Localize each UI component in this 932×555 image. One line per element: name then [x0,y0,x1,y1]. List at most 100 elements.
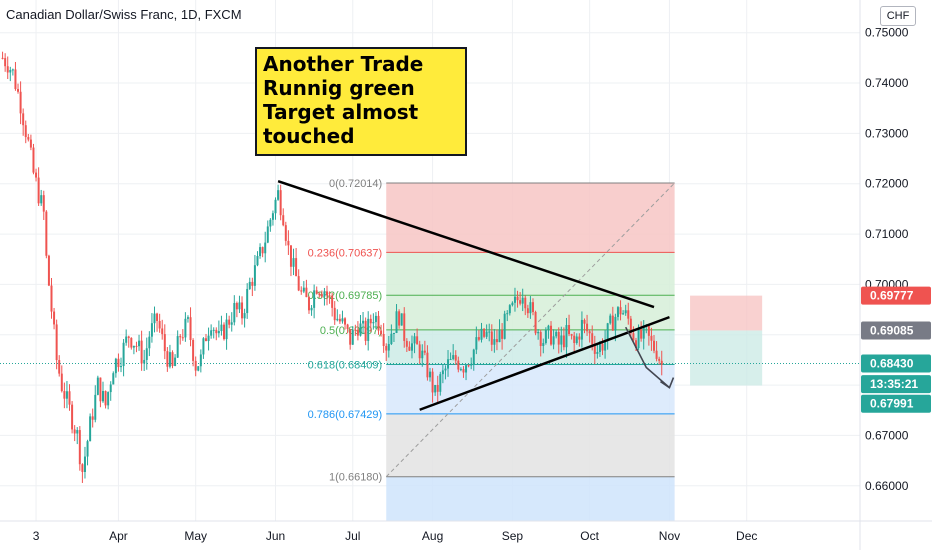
candle-body [354,329,357,331]
price-axis-tag [861,286,931,305]
candle-body [53,311,56,325]
candle-body [6,66,9,73]
position-stop-zone [690,295,763,331]
candle-body [655,350,658,359]
time-tick-label: Aug [422,529,443,543]
candle-body [217,331,220,334]
candle-body [398,311,401,326]
candle-body [596,352,599,354]
candle-body [204,338,207,342]
candle-body [619,307,622,315]
candle-body [228,319,231,325]
candle-body [387,343,390,351]
fib-zone [386,183,675,253]
candle-body [609,315,612,324]
candle-body [99,377,102,402]
candle-body [434,384,437,393]
candle-body [284,225,287,241]
candle-body [333,307,336,321]
candle-body [374,315,377,323]
candle-body [344,318,347,325]
candle-body [362,320,365,324]
candle-body [475,337,478,350]
candle-body [552,336,555,345]
candle-body [480,328,483,340]
price-axis-tag [861,354,931,373]
price-axis-tag-label: 13:35:21 [870,377,918,391]
time-tick-label: Oct [580,529,599,543]
candle-body [531,302,534,312]
candle-body [194,360,197,371]
fib-trend-line [385,182,675,478]
candle-body [555,331,558,337]
candle-body [297,276,300,291]
candle-body [300,290,303,292]
candle-body [215,329,218,334]
candle-body [485,331,488,337]
candle-body [184,318,187,338]
candle-body [560,335,563,345]
candle-body [542,343,545,346]
candle-body [547,325,550,330]
candle-body [171,352,174,366]
candle-body [423,350,426,353]
candle-body [416,336,419,345]
candle-body [359,323,362,336]
candle-body [310,307,313,311]
candle-body [627,310,630,319]
candle-body [117,358,120,368]
candle-body [447,359,450,369]
candle-body [264,242,267,254]
price-axis-tag [861,375,931,394]
candle-body [392,332,395,334]
candle-body [127,336,130,338]
candle-body [318,293,321,295]
candle-body [351,329,354,345]
candle-body [248,281,251,289]
candle-body [449,359,452,361]
candle-body [287,240,290,246]
candle-body [24,125,27,138]
candle-body [233,303,236,323]
candle-body [338,318,341,322]
candle-body [223,324,226,340]
candle-body [385,345,388,351]
fib-level-label: 0(0.72014) [329,178,382,190]
candle-body [454,355,457,361]
candle-body [658,358,661,361]
candle-body [259,247,262,257]
candle-body [436,384,439,392]
candle-body [534,311,537,334]
candle-body [101,391,104,402]
time-tick-label: Nov [659,529,680,543]
candle-body [356,329,359,336]
candle-body [459,369,462,371]
candle-body [457,360,460,370]
candle-body [586,323,589,332]
time-tick-label: Jun [266,529,285,543]
price-axis-tag [861,394,931,413]
price-tick-label: 0.73000 [865,126,909,140]
candle-body [277,190,280,200]
candle-body [328,295,331,297]
candle-body [269,219,272,227]
price-axis-tag-label: 0.67991 [870,397,914,411]
candle-body [593,344,596,354]
time-tick-label: Apr [109,529,128,543]
candle-body [40,195,43,204]
candle-body [557,331,560,345]
candle-body [220,324,223,332]
arrow-head-icon [660,377,675,389]
currency-button[interactable]: CHF [880,6,916,26]
candle-body [132,345,135,348]
candle-body [225,319,228,340]
candle-body [616,307,619,317]
candle-body [516,296,519,301]
price-tick-label: 0.67000 [865,428,909,442]
candle-body [653,340,656,351]
candle-body [107,392,110,406]
candle-body [403,313,406,341]
candle-body [578,336,581,340]
